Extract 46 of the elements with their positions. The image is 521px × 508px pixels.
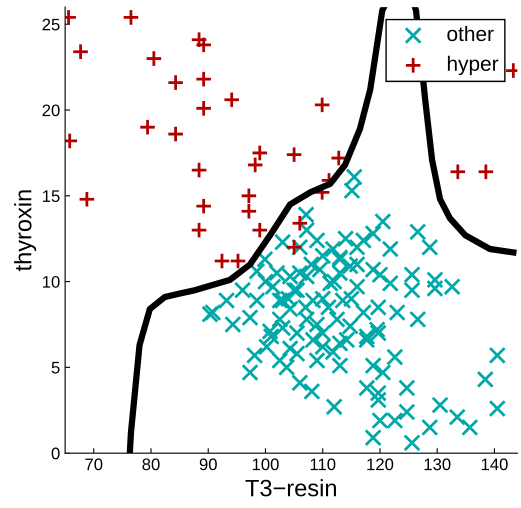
point (477, 163, 495, 180)
point (449, 163, 466, 180)
point (145, 50, 163, 68)
point (138, 118, 156, 136)
point (240, 202, 258, 220)
point (229, 252, 247, 270)
point (285, 146, 303, 164)
point (240, 187, 258, 204)
point (190, 221, 208, 239)
point (194, 70, 212, 88)
x-tick-label: 110 (310, 458, 336, 470)
point (246, 156, 264, 174)
point (285, 238, 303, 256)
y-axis-title: thyroxin (14, 190, 36, 272)
y-tick-label: 10 (43, 276, 60, 288)
y-tick-label: 20 (42, 104, 60, 116)
point (194, 100, 212, 117)
y-tick-label: 0 (52, 448, 60, 460)
point (194, 36, 212, 54)
point (213, 252, 231, 270)
point (122, 8, 140, 26)
point (190, 161, 208, 179)
point (223, 91, 240, 108)
x-tick-label: 130 (424, 458, 450, 470)
point (291, 214, 308, 232)
x-tick-label: 100 (252, 458, 279, 470)
y-tick-label: 5 (52, 362, 60, 374)
legend-label: hyper (448, 56, 498, 76)
point (190, 31, 208, 48)
point (313, 96, 331, 114)
legend-label: other (447, 26, 494, 42)
point (194, 197, 212, 215)
point (166, 125, 184, 143)
point (72, 43, 90, 60)
x-tick-label: 140 (482, 458, 508, 470)
x-tick-label: 90 (200, 458, 217, 470)
x-tick-label: 80 (142, 458, 160, 470)
point (78, 190, 96, 208)
point (251, 221, 268, 239)
x-tick-label: 70 (85, 458, 102, 470)
x-tick-label: 120 (367, 458, 394, 470)
point (251, 144, 268, 162)
y-tick-label: 15 (43, 190, 60, 202)
y-tick-label: 25 (42, 18, 60, 30)
point (166, 74, 184, 92)
x-axis-title: T3−resin (246, 479, 336, 496)
